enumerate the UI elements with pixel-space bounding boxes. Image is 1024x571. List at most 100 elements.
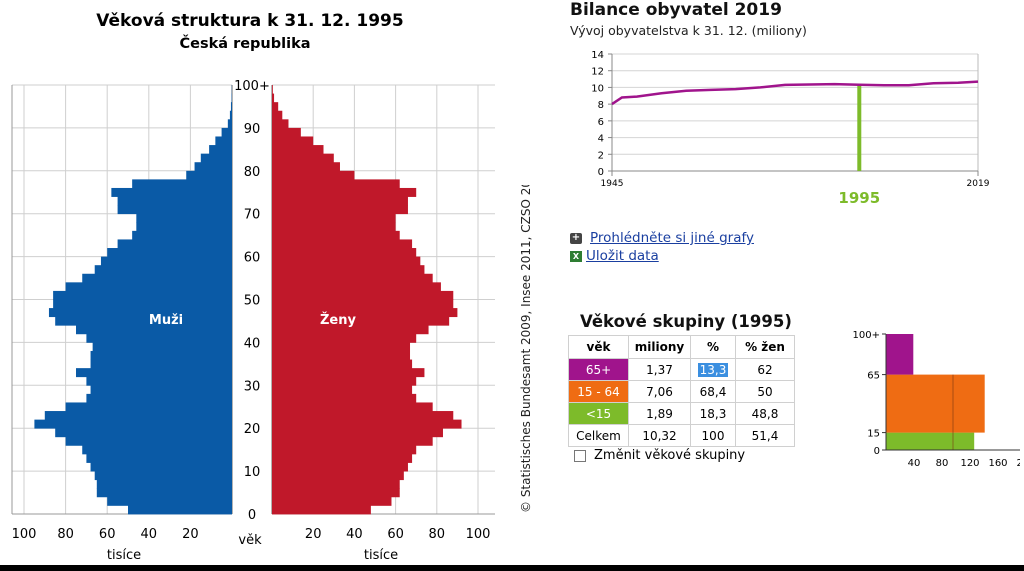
male-bar [221, 127, 232, 137]
female-label: Ženy [320, 312, 356, 328]
age-group-x-label: 160 [988, 458, 1007, 469]
female-bar [272, 368, 425, 378]
female-bar [272, 505, 371, 515]
female-bar [272, 479, 400, 489]
excel-icon: X [570, 250, 582, 262]
age-groups-title: Věkové skupiny (1995) [580, 312, 792, 331]
save-data-row[interactable]: X Uložit data [570, 247, 754, 265]
women-cell: 51,4 [735, 424, 795, 447]
female-bar [272, 385, 413, 395]
female-bar [272, 342, 411, 352]
pct-cell: 68,4 [690, 380, 736, 403]
age-groups-table: věk miliony % % žen 65+ 1,37 13,3 62 15 … [568, 335, 795, 447]
other-charts-link[interactable]: Prohlédněte si jiné grafy [590, 230, 754, 246]
female-bar [272, 325, 429, 335]
female-bar [272, 376, 417, 386]
female-bar [272, 196, 408, 206]
female-bar [272, 179, 400, 189]
male-bar [96, 479, 232, 489]
female-bar [272, 308, 458, 318]
female-bar [272, 282, 441, 292]
header-millions: miliony [628, 335, 691, 359]
female-bar [272, 402, 433, 412]
x-tick-label: 100 [12, 527, 37, 542]
female-bar [272, 496, 392, 506]
x-tick-label: 20 [305, 527, 322, 542]
pyramid-title: Věková struktura k 31. 12. 1995 [96, 11, 403, 31]
female-bar [272, 162, 340, 172]
trend-grid: 0 2 4 6 8 10 12 14 [591, 50, 979, 178]
male-bar [117, 196, 232, 206]
pct-cell: 100 [690, 424, 736, 447]
female-bar [272, 265, 425, 275]
selected-value[interactable]: 13,3 [697, 362, 729, 377]
header-age: věk [568, 335, 629, 359]
male-bar [227, 119, 232, 129]
table-row[interactable]: 65+ 1,37 13,3 62 [568, 358, 795, 381]
female-bar [272, 393, 417, 403]
pct-cell: 18,3 [690, 402, 736, 425]
age-tick-label: 10 [244, 465, 261, 480]
age-group-axis-labels: 100+ 65 15 0 40 80 120 160 200 [853, 330, 1020, 469]
age-group-x-label: 120 [960, 458, 979, 469]
male-bar [86, 376, 233, 386]
female-bar [272, 333, 417, 343]
male-bar [65, 282, 232, 292]
male-bar [200, 153, 232, 163]
table-row[interactable]: Celkem 10,32 100 51,4 [568, 424, 795, 447]
x-tick-label: 40 [141, 527, 158, 542]
male-bar [53, 299, 233, 309]
age-group-y-label: 15 [867, 429, 880, 440]
millions-cell: 1,89 [628, 402, 691, 425]
female-bar [272, 316, 450, 326]
age-tick-label: 80 [244, 165, 261, 180]
female-bar [272, 205, 408, 215]
y-tick-label: 4 [598, 134, 604, 145]
female-bar [272, 119, 289, 129]
female-bar [272, 213, 396, 223]
x-tick-label: 20 [182, 527, 199, 542]
pct-cell[interactable]: 13,3 [690, 358, 736, 381]
age-groups-chart: 100+ 65 15 0 40 80 120 160 200 [853, 330, 1020, 469]
bottom-bar [0, 565, 1024, 571]
age-group-x-label: 80 [936, 458, 949, 469]
checkbox-box[interactable] [574, 449, 586, 462]
male-bar [107, 248, 232, 257]
male-bar [194, 162, 232, 172]
table-row[interactable]: <15 1,89 18,3 48,8 [568, 402, 795, 425]
other-charts-row[interactable]: + Prohlédněte si jiné grafy [570, 229, 754, 247]
male-bar [94, 471, 232, 481]
x-start-label: 1945 [601, 179, 624, 189]
age-group-y-label: 65 [867, 371, 880, 382]
header-pct: % [690, 335, 736, 359]
age-group-x-label: 200 [1016, 458, 1020, 469]
x-tick-label: 80 [429, 527, 446, 542]
x-tick-label: 60 [99, 527, 116, 542]
female-bar [272, 110, 283, 120]
links-panel: + Prohlédněte si jiné grafy X Uložit dat… [570, 229, 754, 265]
male-bar [55, 316, 233, 326]
age-group-bar [886, 334, 914, 375]
female-bars [272, 85, 462, 515]
male-bar [186, 170, 232, 180]
millions-cell: 7,06 [628, 380, 691, 403]
male-bars [34, 85, 233, 515]
male-bar [86, 333, 233, 343]
male-bar [90, 350, 232, 360]
age-tick-label: 90 [244, 122, 261, 137]
male-bar [82, 445, 233, 455]
change-groups-checkbox[interactable]: Změnit věkové skupiny [574, 448, 745, 463]
female-bar [272, 453, 413, 463]
age-group-bar [886, 374, 985, 433]
table-header-row: věk miliony % % žen [568, 335, 795, 359]
table-row[interactable]: 15 - 64 7,06 68,4 50 [568, 380, 795, 403]
male-bar [44, 411, 232, 421]
female-bar [272, 411, 454, 421]
x-label-right: tisíce [364, 548, 398, 563]
age-tick-label: 0 [248, 508, 256, 523]
save-data-link[interactable]: Uložit data [586, 248, 659, 264]
male-bar [48, 308, 233, 318]
female-bar [272, 85, 273, 94]
trend-title: Bilance obyvatel 2019 [570, 0, 782, 20]
male-bar [55, 428, 233, 438]
